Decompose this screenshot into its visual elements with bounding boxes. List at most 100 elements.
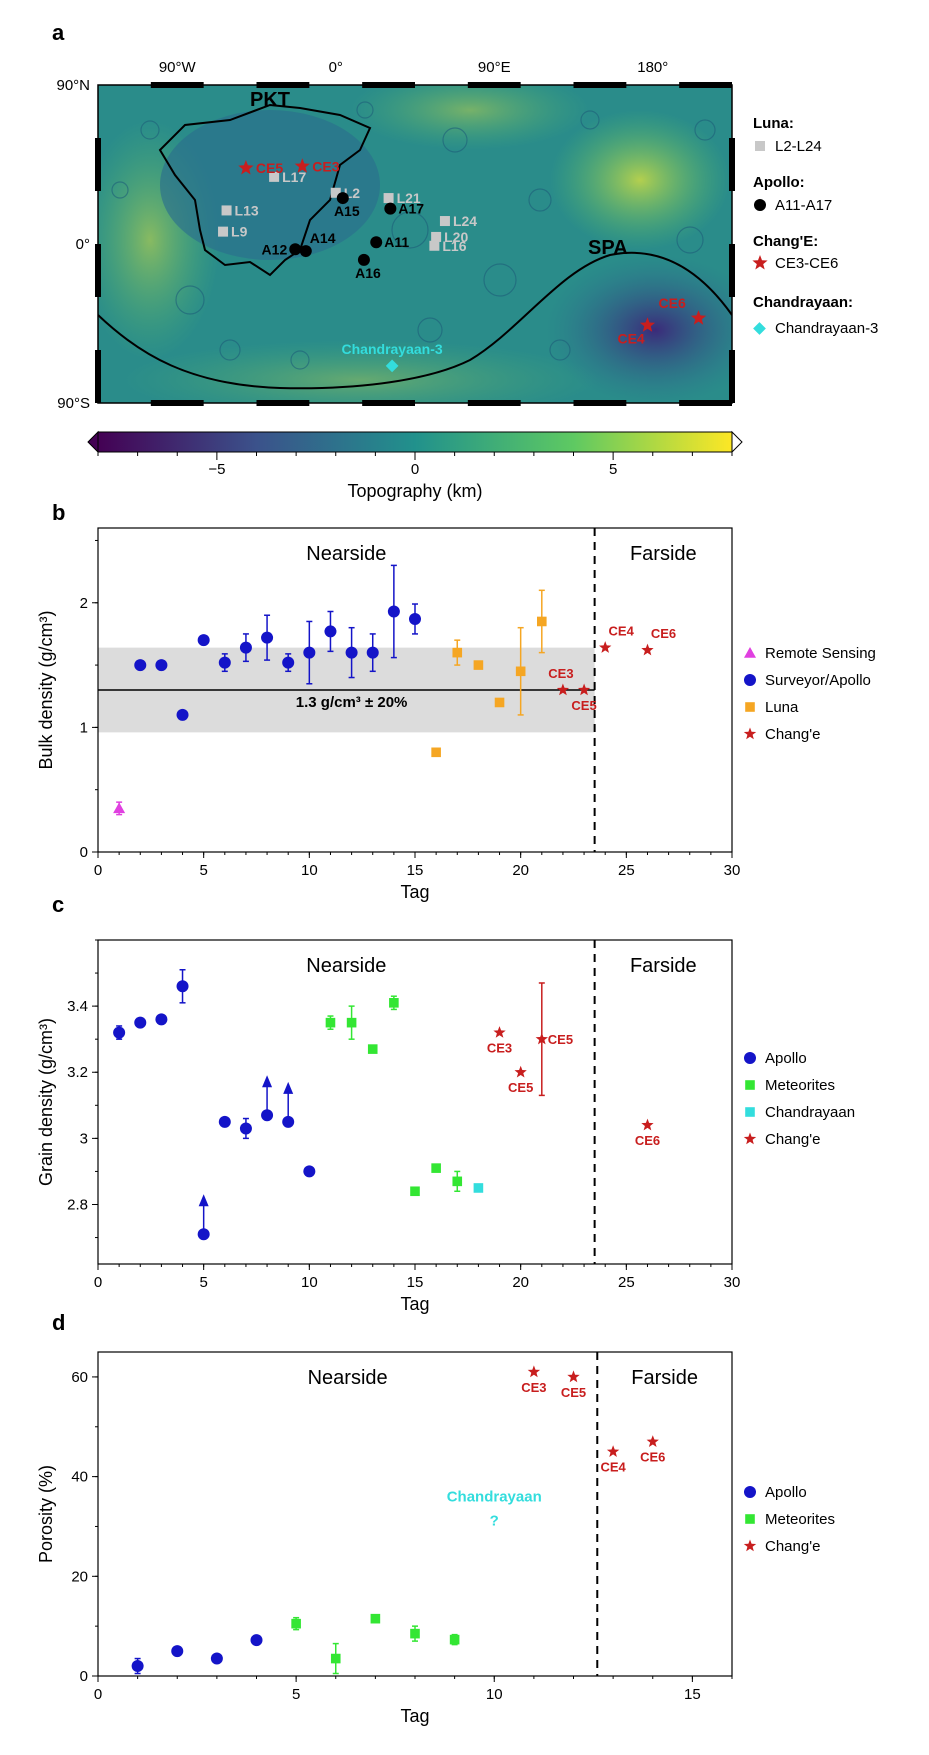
map-border-bar-top: [362, 82, 415, 88]
data-point-circle: [282, 1115, 295, 1128]
x-axis-label: Tag: [400, 1294, 429, 1314]
longitude-tick-label: 0°: [329, 59, 343, 76]
legend-entry-label: Meteorites: [765, 1077, 835, 1094]
x-tick-label: 5: [199, 862, 207, 879]
lower-bound-arrow-head: [283, 1081, 294, 1094]
plot-background: [98, 1352, 732, 1676]
data-point-star: [743, 1132, 757, 1145]
farside-label: Farside: [630, 955, 697, 977]
data-point-star: [641, 643, 654, 656]
change-site-label: CE3: [312, 158, 339, 174]
change-site-marker: [294, 158, 310, 173]
luna-site-marker: [431, 231, 442, 242]
change-point-label: CE6: [635, 1133, 660, 1148]
x-tick-label: 20: [512, 862, 529, 879]
luna-site-marker: [429, 240, 440, 251]
legend-entry-label: Luna: [765, 699, 799, 716]
data-point-square: [745, 1080, 755, 1090]
data-point-circle: [113, 1026, 126, 1039]
x-tick-label: 10: [486, 1686, 503, 1703]
legend-chandrayaan-entry: Chandrayaan-3: [775, 320, 878, 337]
change-site-marker: [690, 310, 707, 325]
map-border-bar-left: [95, 138, 101, 191]
data-point-circle: [171, 1645, 184, 1658]
map-border-bar-bottom: [679, 400, 732, 406]
data-point-circle: [134, 659, 147, 672]
luna-site-label: L9: [231, 224, 248, 240]
data-point-square: [431, 1163, 441, 1173]
data-point-circle: [155, 1013, 168, 1026]
longitude-tick-label: 90°E: [478, 59, 511, 76]
change-point-label: CE3: [521, 1380, 546, 1395]
data-point-square: [473, 660, 484, 670]
panel-a-label: a: [52, 20, 65, 45]
data-point-star: [493, 1026, 506, 1038]
latitude-tick-label: 90°S: [57, 395, 90, 412]
y-tick-label: 20: [71, 1568, 88, 1585]
x-tick-label: 25: [618, 1274, 635, 1291]
apollo-site-marker: [289, 243, 302, 256]
map-border-bars: [95, 82, 735, 406]
colorbar-left-arrow: [87, 430, 99, 454]
y-axis-label: Bulk density (g/cm³): [36, 610, 56, 769]
longitude-tick-label: 180°: [637, 59, 668, 76]
data-point-square: [537, 616, 547, 627]
data-point-circle: [134, 1016, 147, 1029]
y-tick-label: 0: [80, 844, 88, 861]
x-tick-label: 15: [684, 1686, 701, 1703]
porosity-legend: Apollo Meteorites Chang'e: [743, 1484, 835, 1555]
grain-density-legend: Apollo Meteorites Chandrayaan Chang'e: [743, 1050, 855, 1148]
data-point-square: [452, 1176, 463, 1187]
data-point-square: [449, 1634, 460, 1645]
data-point-circle: [239, 641, 252, 654]
change-point-label: CE6: [640, 1450, 665, 1465]
apollo-site-label: A11: [384, 234, 409, 250]
map-border-bar-bottom: [467, 400, 521, 406]
legend-chandrayaan-title: Chandrayaan:: [753, 294, 853, 311]
change-site-marker: [639, 317, 656, 332]
data-point-star: [743, 727, 757, 740]
data-point-star: [606, 1445, 620, 1457]
x-tick-label: 0: [94, 1274, 102, 1291]
data-point-star: [577, 683, 591, 696]
colorbar-gradient: [97, 431, 733, 453]
y-tick-label: 3.2: [67, 1064, 88, 1081]
apollo-site-marker: [357, 253, 370, 266]
data-point-square: [291, 1618, 301, 1629]
black-circle-icon: [754, 199, 766, 211]
data-point-star: [641, 1118, 654, 1131]
data-point-circle: [250, 1634, 263, 1647]
change-site-label: CE5: [256, 160, 283, 176]
x-tick-label: 20: [512, 1274, 529, 1291]
data-point-triangle: [744, 647, 756, 658]
panel-c: c Nearside Farside 0 5 10 15 20 25 30 2.8 3 3.2 3.4 T…: [36, 892, 855, 1314]
gray-square-icon: [755, 141, 765, 151]
farside-label: Farside: [630, 543, 697, 565]
map-border-bar-bottom: [256, 400, 310, 406]
y-axis-label: Grain density (g/cm³): [36, 1018, 56, 1186]
map-border-bar-top: [573, 82, 627, 88]
chandrayaan-question-mark: ?: [490, 1513, 499, 1530]
y-tick-label: 0: [80, 1668, 88, 1685]
legend-change-title: Chang'E:: [753, 233, 818, 250]
panel-d-label: d: [52, 1310, 65, 1335]
y-tick-label: 1: [80, 719, 88, 736]
y-tick-label: 2.8: [67, 1196, 88, 1213]
data-point-star: [743, 1539, 757, 1552]
highland-patch-bottom: [120, 340, 600, 403]
data-point-star: [646, 1435, 659, 1447]
farside-label: Farside: [631, 1367, 698, 1389]
data-point-circle: [744, 1486, 756, 1498]
data-point-circle: [176, 708, 189, 721]
spa-label: SPA: [588, 237, 628, 259]
map-border-bar-bottom: [362, 400, 415, 406]
data-point-star: [567, 1370, 580, 1383]
data-point-square: [370, 1613, 381, 1624]
highland-patch-top: [350, 85, 590, 150]
change-point-label: CE3: [548, 666, 573, 681]
change-site-label: CE4: [617, 330, 644, 346]
data-point-star: [535, 1032, 548, 1045]
data-point-star: [527, 1365, 541, 1378]
band-label: 1.3 g/cm³ ± 20%: [296, 694, 408, 711]
